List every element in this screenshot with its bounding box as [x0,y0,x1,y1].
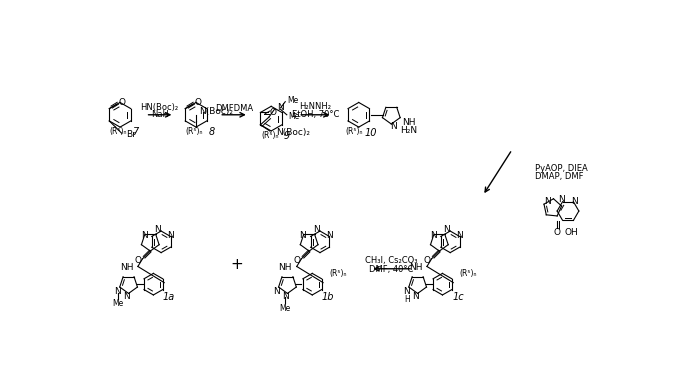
Text: CH₃I, Cs₂CO₃: CH₃I, Cs₂CO₃ [365,256,417,265]
Text: Me: Me [287,96,298,105]
Text: NH: NH [402,118,416,127]
Text: N: N [277,103,284,112]
Text: NH: NH [409,263,422,272]
Text: DMAP, DMF: DMAP, DMF [536,172,584,181]
Text: N: N [391,122,397,131]
Text: 7: 7 [132,127,139,138]
Text: N: N [167,231,174,240]
Text: 10: 10 [364,128,377,138]
Text: N: N [281,292,288,301]
Text: (R⁵)ₙ: (R⁵)ₙ [110,127,127,136]
Text: N: N [412,292,419,301]
Text: O: O [194,98,201,107]
Text: 8: 8 [209,127,215,138]
Text: 1a: 1a [162,292,175,302]
Text: N: N [114,287,121,296]
Text: +: + [230,257,243,273]
Text: O: O [270,108,276,117]
Text: DMFDMA: DMFDMA [215,104,253,113]
Text: N: N [570,197,578,205]
Text: 9: 9 [284,132,290,141]
Text: HN(Boc)₂: HN(Boc)₂ [141,103,178,111]
Text: N: N [545,197,551,206]
Text: Me: Me [279,304,290,313]
Text: O: O [424,256,430,265]
Text: O: O [554,228,561,237]
Text: N: N [154,225,160,234]
Text: N: N [456,231,463,240]
Text: (R⁵)ₙ: (R⁵)ₙ [261,131,279,140]
Text: NaH: NaH [150,110,169,119]
Text: N: N [403,287,410,296]
Text: EtOH, 70°C: EtOH, 70°C [292,110,339,119]
Text: Me: Me [288,112,300,121]
Text: N: N [300,231,307,240]
Text: PyAOP, DIEA: PyAOP, DIEA [536,164,588,173]
Text: (R⁵)ₙ: (R⁵)ₙ [345,127,363,136]
Text: (R⁵)ₙ: (R⁵)ₙ [329,269,346,278]
Text: NH: NH [279,263,292,272]
Text: DMF, 40°C: DMF, 40°C [369,265,414,274]
Text: N: N [443,225,449,234]
Text: (R⁵)ₙ: (R⁵)ₙ [459,269,477,278]
Text: O: O [134,256,141,265]
Text: 1c: 1c [452,292,464,302]
Text: H: H [404,295,410,304]
Text: N(Boc)₂: N(Boc)₂ [276,128,310,137]
Text: N: N [313,225,319,234]
Text: N: N [559,195,565,204]
Text: O: O [293,256,300,265]
Text: N(Boc)₂: N(Boc)₂ [199,107,233,116]
Text: 1b: 1b [321,292,334,302]
Text: N: N [123,292,130,301]
Text: O: O [118,98,125,107]
Text: N: N [273,287,280,296]
Text: (R⁵)ₙ: (R⁵)ₙ [186,127,203,136]
Text: N: N [141,231,148,240]
Text: NH: NH [120,263,133,272]
Text: Br: Br [127,130,136,139]
Text: H₂N: H₂N [400,126,418,135]
Text: Me: Me [112,299,123,308]
Text: N: N [430,231,437,240]
Text: H₂NNH₂: H₂NNH₂ [300,102,331,111]
Text: OH: OH [564,228,578,237]
Text: N: N [326,231,332,240]
